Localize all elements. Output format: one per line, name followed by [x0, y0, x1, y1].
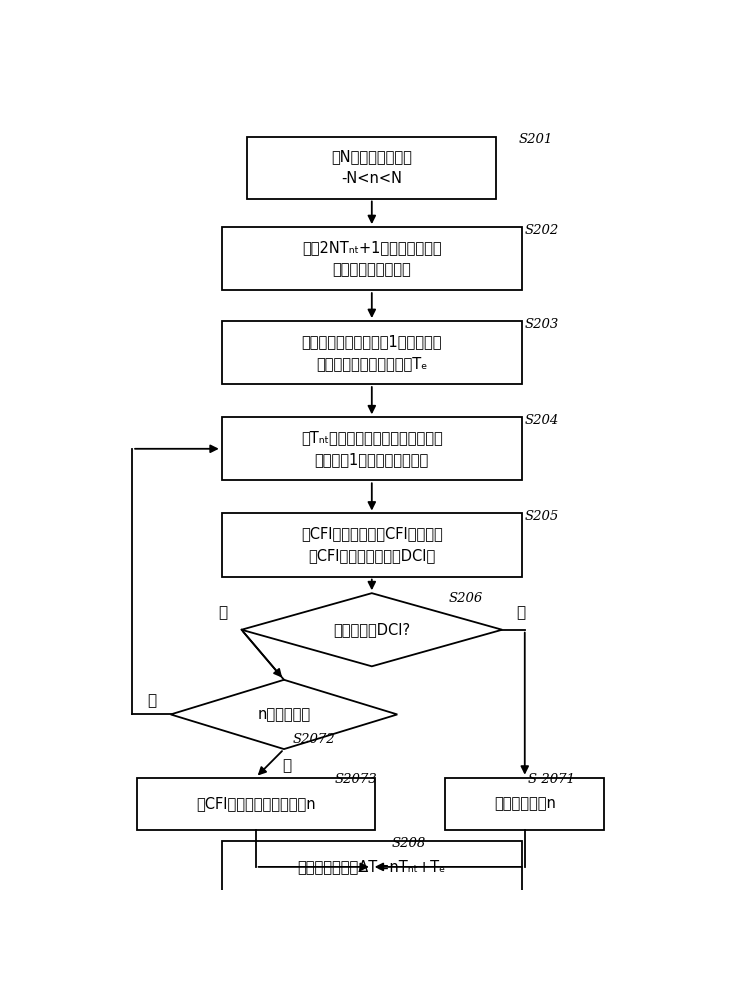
Text: S2073: S2073: [335, 773, 378, 786]
Text: 确N最大取値范围，
-N<n<N: 确N最大取値范围， -N<n<N: [331, 149, 412, 186]
Text: 接收2NTₙₜ+1个子帧时长的接
收数据，存入缓存中: 接收2NTₙₜ+1个子帧时长的接 收数据，存入缓存中: [302, 240, 442, 277]
Text: S204: S204: [525, 414, 559, 427]
Text: 是否检测到DCI?: 是否检测到DCI?: [333, 622, 410, 637]
FancyBboxPatch shape: [137, 778, 374, 830]
Text: S202: S202: [525, 224, 559, 237]
Text: n遍历结束？: n遍历结束？: [257, 707, 311, 722]
Text: 否: 否: [148, 693, 156, 708]
FancyBboxPatch shape: [247, 137, 496, 199]
Text: S205: S205: [525, 510, 559, 523]
Text: S 2071: S 2071: [528, 773, 575, 786]
Text: S208: S208: [392, 837, 426, 850]
Text: 确CFI互信息最大値对应的n: 确CFI互信息最大値对应的n: [196, 796, 316, 811]
FancyBboxPatch shape: [221, 227, 522, 290]
FancyBboxPatch shape: [445, 778, 604, 830]
Text: S201: S201: [519, 133, 553, 146]
Polygon shape: [171, 680, 398, 749]
Text: S2072: S2072: [292, 733, 335, 746]
Text: 否: 否: [219, 605, 227, 620]
Text: 确定定时总偏差ΔT=nTₙₜ+Tₑ: 确定定时总偏差ΔT=nTₙₜ+Tₑ: [298, 859, 446, 874]
Text: 确CFI码序列，计算CFI互信息，
保CFI互信息，并检测DCI。: 确CFI码序列，计算CFI互信息， 保CFI互信息，并检测DCI。: [301, 526, 443, 564]
Text: 是: 是: [282, 758, 292, 773]
Text: S206: S206: [448, 592, 482, 605]
FancyBboxPatch shape: [221, 841, 522, 893]
FancyBboxPatch shape: [221, 417, 522, 480]
FancyBboxPatch shape: [221, 321, 522, 384]
Text: 以Tₙₜ为步长，遍历所述接收数据，
每次取出1个子帧时长的数据: 以Tₙₜ为步长，遍历所述接收数据， 每次取出1个子帧时长的数据: [301, 430, 443, 467]
FancyBboxPatch shape: [221, 513, 522, 577]
Text: 是: 是: [516, 605, 526, 620]
Text: S203: S203: [525, 318, 559, 331]
Polygon shape: [241, 593, 502, 666]
Text: 从所述接收数据中取出1个子帧时长
的数据，计算小数倍时偏Tₑ: 从所述接收数据中取出1个子帧时长 的数据，计算小数倍时偏Tₑ: [302, 334, 442, 371]
Text: 确定偏移数量n: 确定偏移数量n: [494, 796, 556, 811]
